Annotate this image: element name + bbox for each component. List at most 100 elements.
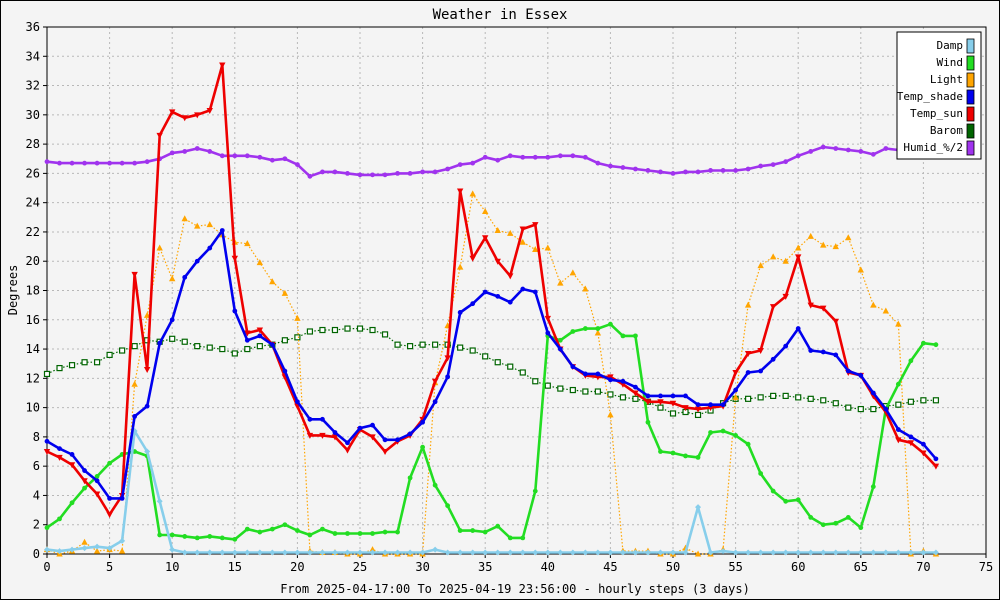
data-point-damp [382,549,389,556]
data-point-wind [182,534,188,539]
data-point-temp-sun [732,369,739,376]
data-point-wind [845,515,851,520]
data-point-humid-2 [282,156,288,162]
data-point-humid-2 [695,169,701,175]
data-point-wind [69,500,75,506]
legend-swatch-barom[interactable] [966,123,975,139]
data-point-damp [670,549,676,556]
data-point-damp [407,549,414,556]
data-point-temp-shade [608,377,613,383]
data-point-temp-sun [56,454,63,461]
data-point-temp-shade [169,317,175,323]
data-point-temp-sun [895,437,902,444]
data-point-damp [219,549,226,556]
data-point-temp-shade [858,373,864,378]
legend-swatch-damp[interactable] [966,38,975,54]
data-point-humid-2 [883,146,889,151]
data-point-damp [231,549,238,556]
data-point-temp-sun [494,258,501,265]
data-point-humid-2 [420,169,425,175]
legend[interactable]: Damp Wind Light Temp_shade Temp_sun Barom Humi… [896,31,982,160]
data-point-damp [845,549,852,556]
data-point-wind [219,535,225,541]
legend-swatch-temp-sun[interactable] [966,106,975,122]
data-point-temp-shade [432,399,438,405]
data-point-damp [432,546,439,553]
data-point-damp [795,549,802,556]
data-point-light [694,550,702,557]
data-point-barom [544,382,551,389]
data-point-wind [733,433,738,438]
data-point-light [757,262,764,269]
data-point-damp [169,546,176,553]
data-point-temp-shade [407,431,413,437]
data-point-temp-sun [644,399,652,406]
data-point-barom [81,359,88,366]
legend-label-damp: Damp [937,39,964,52]
chart-title: Weather in Essex [433,7,568,23]
data-point-humid-2 [495,157,501,163]
y-tick-label: 10 [26,401,40,415]
data-point-barom [832,400,839,407]
data-point-damp [707,549,714,556]
legend-swatch-wind[interactable] [966,55,975,71]
data-point-wind [720,428,726,434]
data-point-temp-shade [320,416,325,422]
series-line-temp-sun [46,63,937,516]
data-point-damp [882,549,889,556]
data-point-light [895,320,902,327]
x-tick-label: 75 [979,560,993,574]
data-point-wind [382,529,388,535]
legend-swatch-temp-shade[interactable] [966,89,975,105]
data-point-temp-shade [645,393,651,399]
data-point-wind [82,485,87,491]
data-point-temp-sun [832,318,839,325]
data-point-wind [582,326,588,331]
data-point-humid-2 [44,159,50,165]
data-point-temp-sun [544,315,551,322]
data-point-damp [682,549,689,556]
data-point-humid-2 [457,162,463,168]
data-point-temp-shade [520,286,526,292]
data-point-wind [432,482,438,488]
data-point-temp-shade [307,416,313,422]
data-point-barom [807,395,814,402]
data-point-humid-2 [132,160,138,166]
legend-swatch-light[interactable] [966,72,975,88]
data-point-temp-sun [244,330,251,337]
data-point-barom [56,364,63,372]
data-point-barom [106,351,113,359]
data-point-temp-shade [833,352,839,358]
data-point-light [857,266,864,273]
data-point-temp-sun [657,399,664,406]
data-point-barom [594,388,601,395]
data-point-barom [131,343,138,350]
data-point-light [870,301,877,308]
data-point-wind [457,528,463,533]
data-point-barom [294,334,301,341]
data-point-damp [482,549,489,556]
data-point-damp [770,549,777,556]
data-point-temp-shade [69,452,75,457]
data-point-barom [93,359,101,366]
data-point-wind [658,449,663,454]
grid [47,27,986,554]
data-point-barom [557,385,564,392]
data-point-light [118,547,126,554]
data-point-barom [895,401,902,408]
data-point-temp-sun [707,405,714,412]
data-point-temp-shade [395,437,400,443]
data-point-barom [181,338,188,345]
data-point-temp-sun [143,367,151,374]
data-point-humid-2 [207,149,213,154]
data-point-light [507,229,514,236]
series-line-temp-shade [46,229,937,500]
data-point-barom [43,370,51,378]
data-point-damp [857,549,864,556]
legend-swatch-humid-2[interactable] [966,140,975,156]
data-point-humid-2 [94,160,100,166]
x-tick-label: 30 [415,560,429,574]
data-point-barom [694,411,702,419]
data-point-humid-2 [382,172,388,178]
data-point-damp [757,549,764,556]
